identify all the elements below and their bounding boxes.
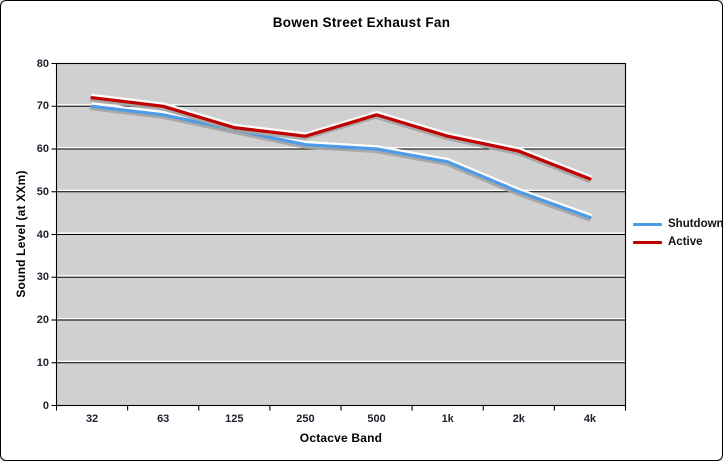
y-axis-tick-label: 80 [36,57,49,70]
x-axis-title: Octacve Band [299,431,383,445]
y-axis-tick-label: 50 [36,185,49,198]
y-axis-tick-label: 10 [36,356,49,369]
x-axis-tick-label: 63 [157,413,170,425]
x-axis-tick-label: 2k [512,413,525,425]
series-line-active [90,96,592,181]
y-axis-tick-label: 30 [36,271,49,284]
series-highlight-shutdown [91,102,592,217]
x-axis-tick-label: 125 [225,413,244,425]
legend-label: Shutdown [668,218,723,230]
y-axis-tick-label: 60 [36,143,49,155]
x-axis-tick-label: 500 [367,413,386,425]
y-axis-tick-label: 40 [36,228,49,241]
legend-swatch-active [633,241,662,244]
legend-item-shutdown: Shutdown [633,218,723,231]
y-axis-tick-label: 0 [42,399,49,412]
legend-label: Active [668,236,703,248]
series-shadow-active [89,98,591,183]
legend: Shutdown Active [633,218,723,249]
series-highlight-active [91,93,592,178]
series-shadow-shutdown [89,107,591,222]
y-axis-tick-label: 70 [36,100,49,113]
x-axis-tick-label: 32 [85,413,99,425]
series-line-shutdown [90,104,592,219]
legend-swatch-shutdown [633,223,662,226]
legend-item-active: Active [633,236,722,249]
x-axis-tick-label: 4k [583,413,597,425]
chart-title: Bowen Street Exhaust Fan [272,15,451,30]
x-axis-tick-label: 250 [296,413,315,425]
y-axis-title: Sound Level (at XXm) [14,170,28,298]
y-axis-tick-label: 20 [36,314,49,326]
x-axis-tick-label: 1k [441,413,454,425]
